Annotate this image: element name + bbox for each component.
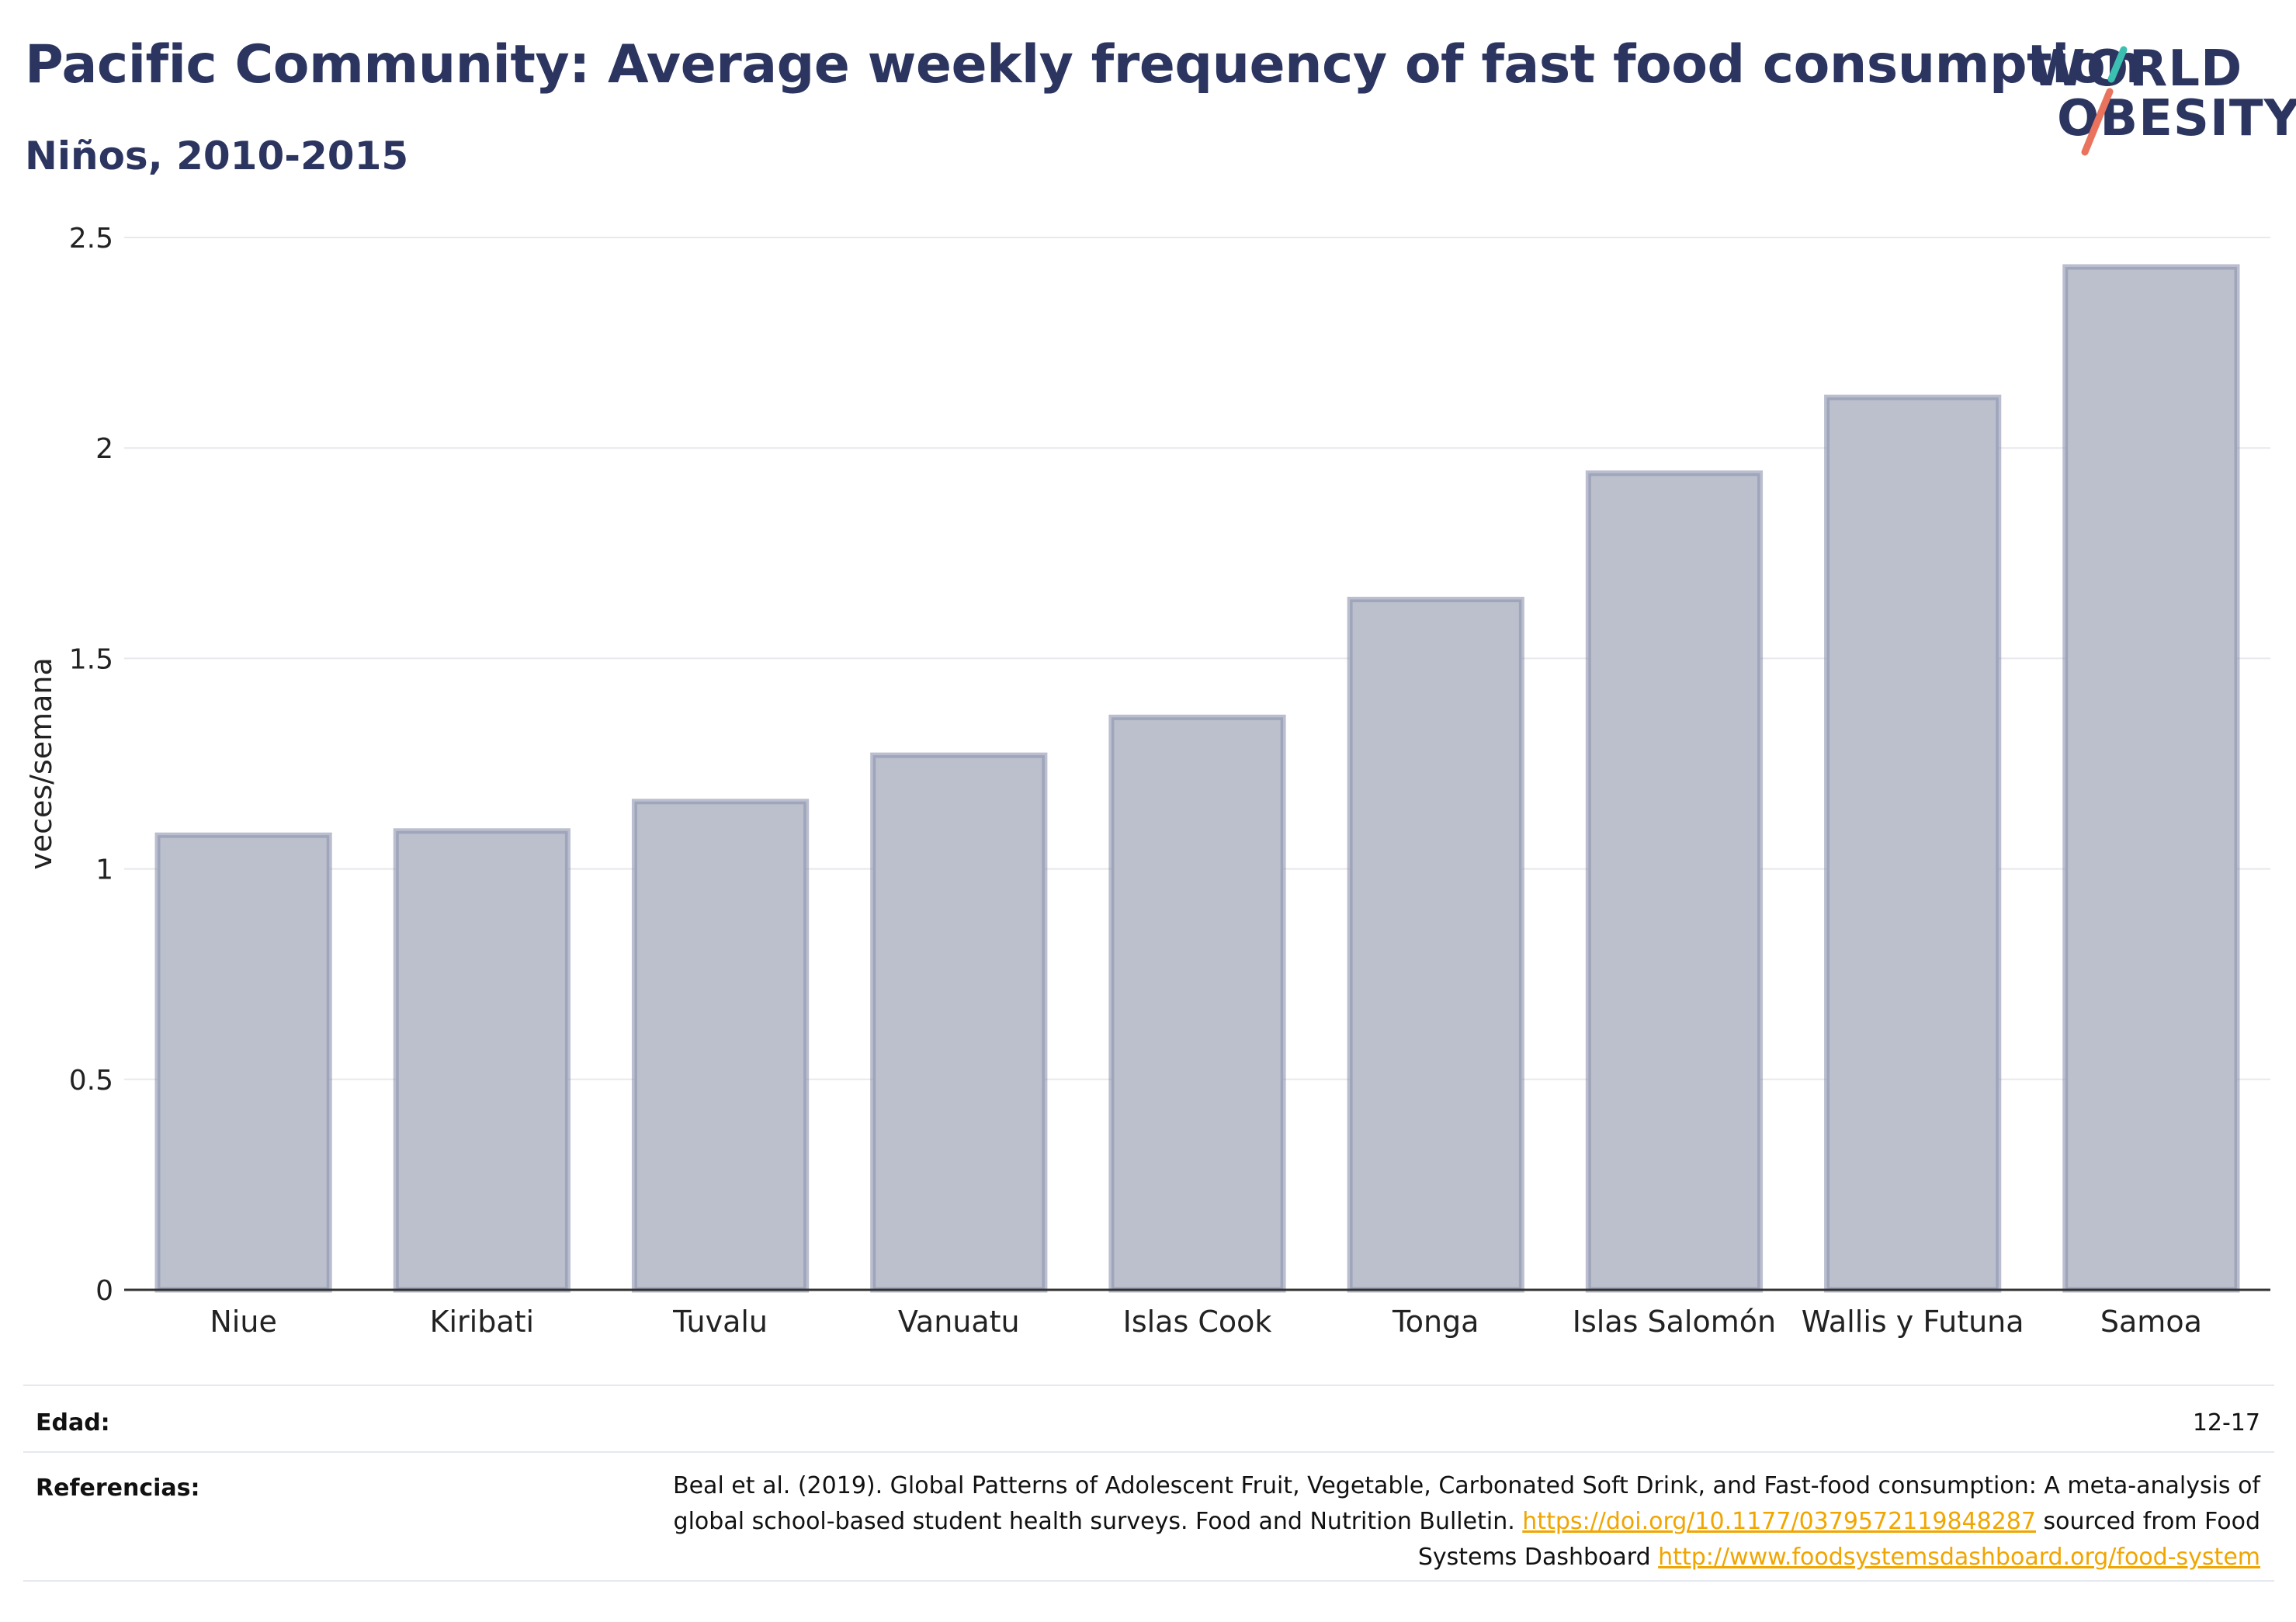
footer-divider-bottom [23,1580,2274,1582]
y-tick-label: 0.5 [69,1065,113,1097]
reference-source: sourced from Food Systems Dashboard [1417,1508,2260,1571]
bar-tonga[interactable] [1347,596,1524,1293]
bar-samoa[interactable] [2062,264,2240,1293]
x-tick-label: Islas Salomón [1573,1305,1776,1339]
x-axis-ticks: Niue Kiribati Tuvalu Vanuatu Islas Cook Tonga… [210,1305,2201,1339]
y-tick-label: 0 [95,1275,113,1307]
y-tick-label: 2 [95,433,113,465]
world-obesity-logo: WORLD OBESITY [2018,23,2296,163]
bar-islas-cook[interactable] [1108,714,1286,1293]
bars [154,264,2240,1293]
references-label: Referencias: [36,1475,200,1502]
doi-link[interactable]: https://doi.org/10.1177/0379572119848287 [1522,1508,2036,1535]
logo-slash-icon [2081,46,2128,156]
logo-line-1: WORLD [2031,40,2243,98]
y-tick-label: 1 [95,854,113,886]
chart-subtitle: Niños, 2010-2015 [25,133,409,178]
x-tick-label: Vanuatu [898,1305,1020,1339]
bar-chart: 0 0.5 1 1.5 2 2.5 Niue Kiribati Tuvalu Vanuatu Is… [24,223,2270,1339]
y-axis-ticks: 0 0.5 1 1.5 2 2.5 [69,223,113,1307]
x-tick-label: Niue [210,1305,276,1339]
footer-divider-middle [23,1451,2274,1453]
x-tick-label: Tonga [1392,1305,1479,1339]
bar-niue[interactable] [154,832,332,1293]
x-tick-label: Wallis y Futuna [1802,1305,2024,1339]
edad-label: Edad: [36,1409,110,1437]
bar-vanuatu[interactable] [870,752,1048,1293]
bar-islas-salom-n[interactable] [1585,470,1764,1293]
x-tick-label: Kiribati [430,1305,535,1339]
references-text: Beal et al. (2019). Global Patterns of A… [599,1468,2260,1575]
footer-divider-top [23,1385,2274,1386]
bar-kiribati[interactable] [393,828,571,1293]
edad-value: 12-17 [2192,1409,2260,1437]
bar-tuvalu[interactable] [631,799,810,1293]
y-axis-label: veces/semana [24,657,58,870]
x-tick-label: Tuvalu [672,1305,768,1339]
x-tick-label: Samoa [2100,1305,2202,1339]
y-tick-label: 2.5 [69,223,113,255]
chart-title: Pacific Community: Average weekly freque… [25,34,2143,95]
dashboard-link[interactable]: http://www.foodsystemsdashboard.org/food… [1658,1544,2260,1571]
reference-citation: Beal et al. (2019). Global Patterns of A… [673,1472,2260,1535]
y-tick-label: 1.5 [69,643,113,675]
bar-wallis-y-futuna[interactable] [1824,394,2002,1293]
x-tick-label: Islas Cook [1123,1305,1272,1339]
